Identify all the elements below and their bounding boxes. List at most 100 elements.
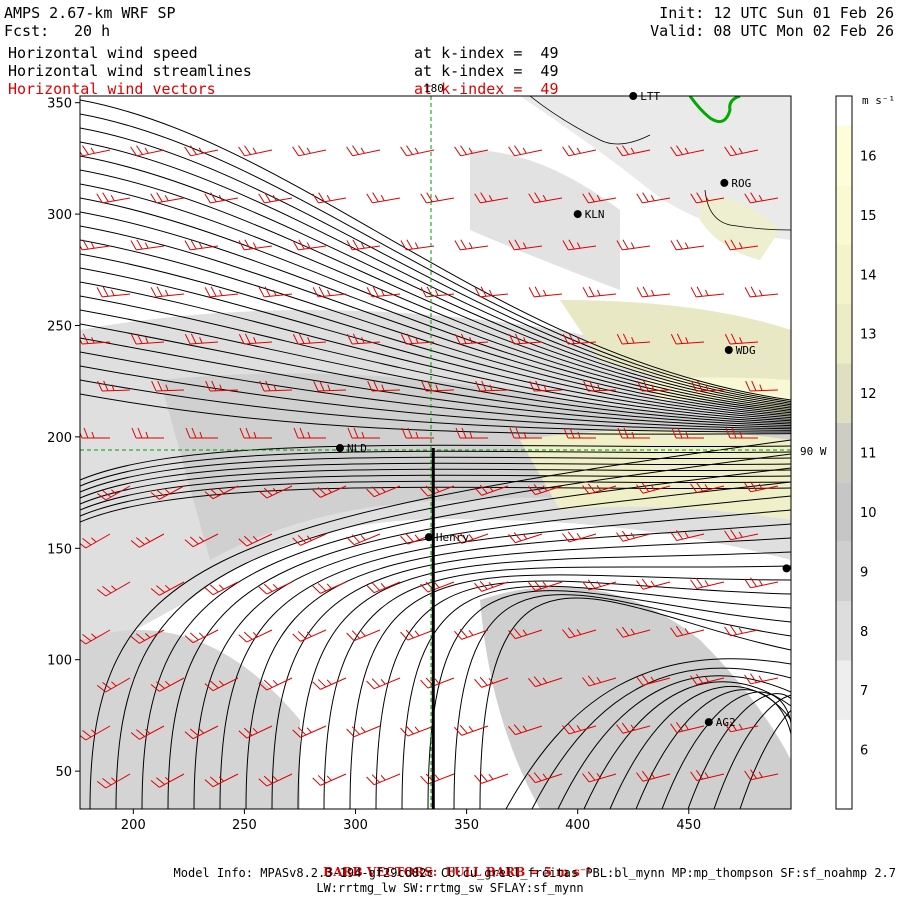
barb-shape [617,427,650,439]
wind-barb [691,380,725,392]
colorbar-cell [836,541,852,602]
barb-shape [366,677,401,690]
wind-barb [151,380,185,392]
forecast-hours: 20 h [74,22,111,40]
streamline [80,211,791,414]
streamline [80,295,791,423]
barb-shape [562,333,597,345]
barb-shape [582,579,617,591]
wind-barb [400,629,435,641]
wind-barb [400,239,435,251]
field-speed-level: at k-index = 49 [414,44,559,62]
barb-shape [528,676,563,688]
barb-shape [454,724,489,736]
streamline [80,239,791,417]
barb-shape [616,530,651,542]
barb-shape [690,482,725,494]
colorbar-label: 14 [860,268,877,283]
barb-shape [97,380,131,392]
wind-barb [346,533,381,546]
colorbar-label: 12 [860,387,877,402]
barb-shape [80,629,111,645]
colorbar-frame [835,95,853,810]
barb-shape [636,192,671,204]
barb-shape [528,286,563,298]
x-tick-label: 300 [343,818,368,833]
barb-shape [292,239,327,251]
wind-barb [184,239,219,251]
wind-barb [582,675,617,687]
barb-shape [150,677,185,692]
wind-barb [347,427,380,439]
barb-shape [562,239,597,251]
barb-shape [346,725,381,738]
wind-barb [258,773,293,787]
streamline [219,509,791,809]
wind-barb [80,533,111,549]
colorbar-cell [836,244,852,304]
streamline [271,537,791,809]
wind-barb [80,145,111,157]
streamline [80,379,791,433]
colorbar-unit: m s⁻¹ [862,94,895,107]
wind-barb [312,192,347,204]
wind-barb [292,629,327,642]
barb-shape [312,485,347,498]
coastline [688,96,741,124]
wind-barb [346,333,381,345]
barb-shape [96,773,131,789]
wind-barb [528,676,563,688]
barb-shape [690,578,725,590]
barb-shape [474,286,509,298]
wind-barb [204,286,239,298]
wind-barb [346,239,381,251]
barb-shape [312,286,347,298]
barb-shape [562,531,597,543]
wind-barb [420,485,455,497]
barb-shape [96,286,131,298]
barb-shape [636,482,671,494]
barb-shape [80,427,110,439]
wind-barb [184,145,219,157]
wind-barb [400,333,435,345]
barb-shape [744,769,779,781]
barb-shape [744,192,779,204]
barb-shape [130,533,165,548]
wind-barb [80,629,111,645]
barb-shape [528,484,563,496]
barb-shape [150,286,185,298]
barb-shape [455,427,488,439]
barb-shape [366,773,401,786]
barb-shape [616,145,651,157]
wind-barb [529,380,563,392]
barb-shape [238,725,273,739]
meridian-label: 180 [424,82,444,95]
wind-barb [292,145,327,157]
wind-barb [400,533,435,545]
barb-shape [312,773,347,786]
wind-barb [454,239,489,251]
wind-barb [346,629,381,642]
barb-shape [313,380,347,392]
field-streamlines-name: Horizontal wind streamlines [8,62,252,80]
model-info: Model Info: MPASv8.2.3-194-gf29cd82c CU:… [173,866,896,880]
wind-barb [454,333,489,345]
wind-barb [312,485,347,498]
station-dot [704,718,713,727]
station-label: KLN [585,208,605,221]
barb-shape [258,485,293,499]
wind-barb [562,627,597,639]
barb-shape [670,333,705,345]
barb-shape [258,581,293,595]
barb-shape [508,532,543,544]
barb-shape [238,629,273,643]
y-tick-label: 200 [47,431,72,446]
barb-shape [563,427,596,439]
wind-barb [744,192,779,204]
barb-shape [616,239,651,251]
x-tick-label: 350 [454,818,479,833]
streamline [297,551,791,809]
barb-shape [346,333,381,345]
barb-shape [184,533,219,548]
wind-barb [258,286,293,298]
